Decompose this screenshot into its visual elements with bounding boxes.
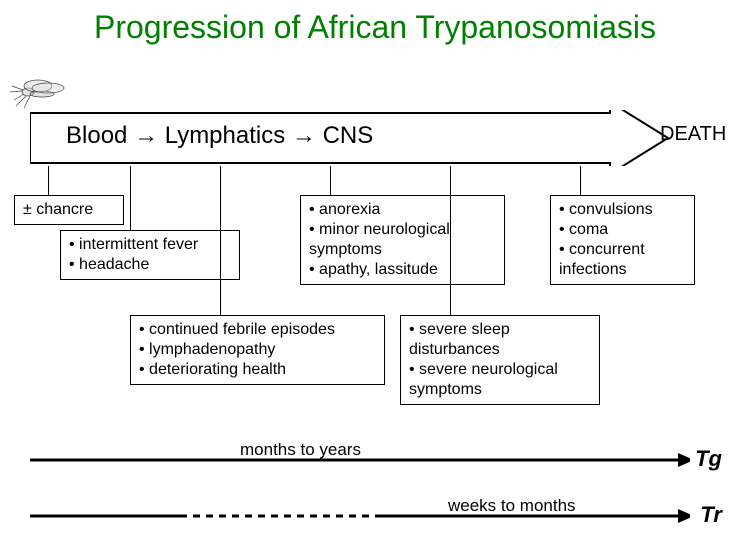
symptom-item: ± chancre xyxy=(23,200,115,220)
symptom-item: • deteriorating health xyxy=(139,360,376,380)
timeline-species-tg: Tg xyxy=(695,446,722,472)
symptom-item: • headache xyxy=(69,255,231,275)
progression-stages: Blood → Lymphatics → CNS xyxy=(66,122,373,150)
symptom-box-b6: • convulsions• coma• concurrent infectio… xyxy=(550,195,695,285)
arrow-glyph: → xyxy=(134,122,158,149)
symptom-item: • intermittent fever xyxy=(69,235,231,255)
symptom-box-b1: ± chancre xyxy=(14,195,124,225)
symptom-item: • coma xyxy=(559,220,686,240)
timeline-species-tr: Tr xyxy=(700,502,722,528)
connector-b3 xyxy=(220,166,221,315)
stage-blood: Blood xyxy=(66,122,127,149)
symptom-box-b5: • severe sleep disturbances• severe neur… xyxy=(400,315,600,405)
symptom-item: • apathy, lassitude xyxy=(309,260,496,280)
connector-b2 xyxy=(130,166,131,230)
connector-b1 xyxy=(48,166,49,195)
progression-arrow: Blood → Lymphatics → CNS xyxy=(30,110,720,166)
symptom-box-b4: • anorexia• minor neurological symptoms•… xyxy=(300,195,505,285)
timeline-label-tg: months to years xyxy=(240,440,361,460)
timeline-label-tr: weeks to months xyxy=(448,496,576,516)
symptom-item: • convulsions xyxy=(559,200,686,220)
symptom-item: • concurrent infections xyxy=(559,240,686,280)
timeline-tg: months to years Tg xyxy=(30,442,720,472)
tsetse-fly-icon xyxy=(6,70,70,110)
timeline-tr: weeks to months Tr xyxy=(30,498,720,528)
death-label: DEATH xyxy=(660,123,726,146)
connector-b6 xyxy=(580,166,581,195)
symptom-box-b2: • intermittent fever• headache xyxy=(60,230,240,280)
connector-b4 xyxy=(330,166,331,195)
arrow-glyph: → xyxy=(292,122,316,149)
connector-b5 xyxy=(450,166,451,315)
symptom-item: • severe sleep disturbances xyxy=(409,320,591,360)
stage-cns: CNS xyxy=(323,122,374,149)
stage-lymphatics: Lymphatics xyxy=(165,122,286,149)
symptom-item: • anorexia xyxy=(309,200,496,220)
diagram-title: Progression of African Trypanosomiasis xyxy=(0,0,750,46)
symptom-item: • minor neurological symptoms xyxy=(309,220,496,260)
symptom-box-b3: • continued febrile episodes• lymphadeno… xyxy=(130,315,385,385)
symptom-item: • severe neurological symptoms xyxy=(409,360,591,400)
symptom-item: • continued febrile episodes xyxy=(139,320,376,340)
symptom-item: • lymphadenopathy xyxy=(139,340,376,360)
